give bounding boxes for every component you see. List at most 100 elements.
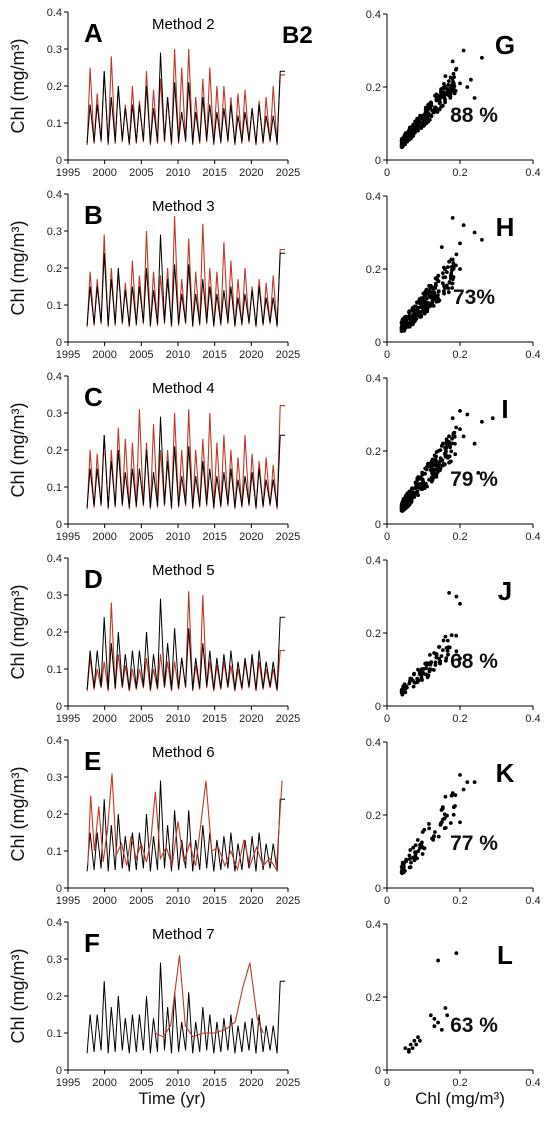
scatter-point bbox=[427, 822, 431, 826]
scatter-point bbox=[415, 677, 420, 681]
y-tick-label: 0.4 bbox=[366, 555, 381, 567]
scatter-point bbox=[436, 279, 441, 284]
scatter-point bbox=[399, 505, 404, 509]
x-tick-label: 2010 bbox=[166, 167, 190, 179]
scatter-point bbox=[439, 654, 444, 658]
scatter-point bbox=[450, 286, 454, 290]
scatter-point bbox=[427, 118, 432, 122]
x-tick-label: 2000 bbox=[92, 713, 116, 725]
scatter-point bbox=[436, 1020, 440, 1025]
scatter-point bbox=[421, 116, 426, 121]
scatter-point bbox=[472, 96, 477, 100]
y-axis-label: Chl (mg/m³) bbox=[8, 39, 28, 134]
x-tick-label: 2020 bbox=[239, 713, 263, 725]
scatter-point bbox=[461, 434, 466, 439]
x-tick-label: 2025 bbox=[276, 1077, 300, 1089]
y-tick-label: 0.2 bbox=[47, 809, 62, 821]
scatter-point bbox=[419, 674, 424, 678]
scatter-point bbox=[450, 436, 454, 441]
scatter-point bbox=[438, 448, 443, 452]
scatter-point bbox=[403, 502, 408, 506]
scatter-point bbox=[409, 487, 414, 492]
timeseries-panel-E: 0 0.1 0.2 0.3 0.4 1995 2000 2005 2010 2015 2020 202… bbox=[8, 735, 300, 907]
scatter-point bbox=[440, 463, 445, 468]
scatter-point bbox=[448, 821, 453, 825]
x-tick-label: 2000 bbox=[92, 895, 116, 907]
scatter-point bbox=[437, 107, 442, 112]
y-tick-label: 0.4 bbox=[366, 919, 381, 931]
chl-axis-title: Chl (mg/m³) bbox=[415, 1089, 505, 1108]
scatter-point bbox=[451, 266, 456, 270]
scatter-point bbox=[428, 653, 432, 657]
method-title: Method 3 bbox=[152, 198, 215, 215]
observed-series-line bbox=[86, 234, 286, 326]
percentage-label: 63 % bbox=[450, 1014, 498, 1037]
scatter-point bbox=[405, 320, 409, 324]
x-tick-label: 0.2 bbox=[452, 713, 467, 725]
panel-letter: E bbox=[84, 746, 101, 776]
scatter-point bbox=[408, 134, 412, 139]
scatter-point bbox=[443, 825, 448, 830]
scatter-point bbox=[422, 667, 426, 671]
x-tick-label: 2020 bbox=[239, 895, 263, 907]
scatter-point bbox=[445, 649, 450, 653]
scatter-point bbox=[411, 309, 416, 314]
scatter-point bbox=[434, 295, 439, 300]
scatter-point bbox=[447, 434, 451, 439]
x-tick-label: 2010 bbox=[166, 895, 190, 907]
scatter-point bbox=[480, 237, 484, 242]
y-tick-label: 0 bbox=[375, 519, 381, 531]
y-tick-label: 0.3 bbox=[47, 590, 62, 602]
y-axis-label: Chl (mg/m³) bbox=[8, 949, 28, 1044]
scatter-point bbox=[472, 230, 477, 235]
percentage-label: 77 % bbox=[450, 832, 498, 855]
scatter-point bbox=[454, 649, 459, 654]
scatter-point bbox=[416, 667, 420, 672]
scatter-point bbox=[449, 459, 453, 464]
scatter-point bbox=[423, 466, 428, 471]
scatter-point bbox=[444, 440, 449, 445]
scatter-point bbox=[432, 1024, 437, 1029]
scatter-point bbox=[425, 107, 430, 112]
scatter-point bbox=[407, 857, 412, 861]
scatter-point bbox=[409, 500, 414, 505]
scatter-point bbox=[445, 638, 450, 643]
x-tick-label: 0 bbox=[384, 1077, 390, 1089]
x-tick-label: 1995 bbox=[56, 167, 80, 179]
panel-letter: J bbox=[498, 576, 512, 606]
scatter-point bbox=[407, 495, 412, 499]
scatter-point bbox=[413, 119, 417, 124]
x-tick-label: 2025 bbox=[276, 531, 300, 543]
method-title: Method 2 bbox=[152, 16, 215, 33]
scatter-point bbox=[458, 409, 462, 413]
scatter-point bbox=[445, 1013, 450, 1018]
scatter-point bbox=[407, 503, 411, 507]
x-tick-label: 0.4 bbox=[525, 167, 540, 179]
scatter-point bbox=[454, 263, 458, 268]
scatter-point bbox=[443, 275, 448, 280]
scatter-point bbox=[422, 311, 427, 316]
scatter-point bbox=[426, 103, 430, 107]
y-tick-label: 0.2 bbox=[47, 263, 62, 275]
y-tick-label: 0.2 bbox=[366, 628, 381, 640]
y-tick-label: 0.2 bbox=[47, 627, 62, 639]
scatter-point bbox=[420, 852, 425, 856]
scatter-point bbox=[432, 453, 437, 458]
x-tick-label: 2010 bbox=[166, 349, 190, 361]
x-tick-label: 1995 bbox=[56, 349, 80, 361]
y-tick-label: 0.2 bbox=[47, 81, 62, 93]
scatter-point bbox=[416, 1035, 420, 1040]
scatter-point bbox=[432, 668, 436, 672]
x-tick-label: 0.2 bbox=[452, 349, 467, 361]
timeseries-panel-B: 0 0.1 0.2 0.3 0.4 1995 2000 2005 2010 2015 2020 202… bbox=[8, 189, 300, 361]
x-tick-label: 2020 bbox=[239, 349, 263, 361]
scatter-point bbox=[433, 660, 438, 665]
scatter-point bbox=[453, 793, 458, 797]
scatter-point bbox=[439, 444, 444, 448]
method-title: Method 4 bbox=[152, 380, 215, 397]
y-tick-label: 0.1 bbox=[47, 846, 62, 858]
x-tick-label: 2020 bbox=[239, 167, 263, 179]
y-tick-label: 0.1 bbox=[47, 482, 62, 494]
y-tick-label: 0 bbox=[375, 1065, 381, 1077]
scatter-point bbox=[422, 306, 427, 311]
